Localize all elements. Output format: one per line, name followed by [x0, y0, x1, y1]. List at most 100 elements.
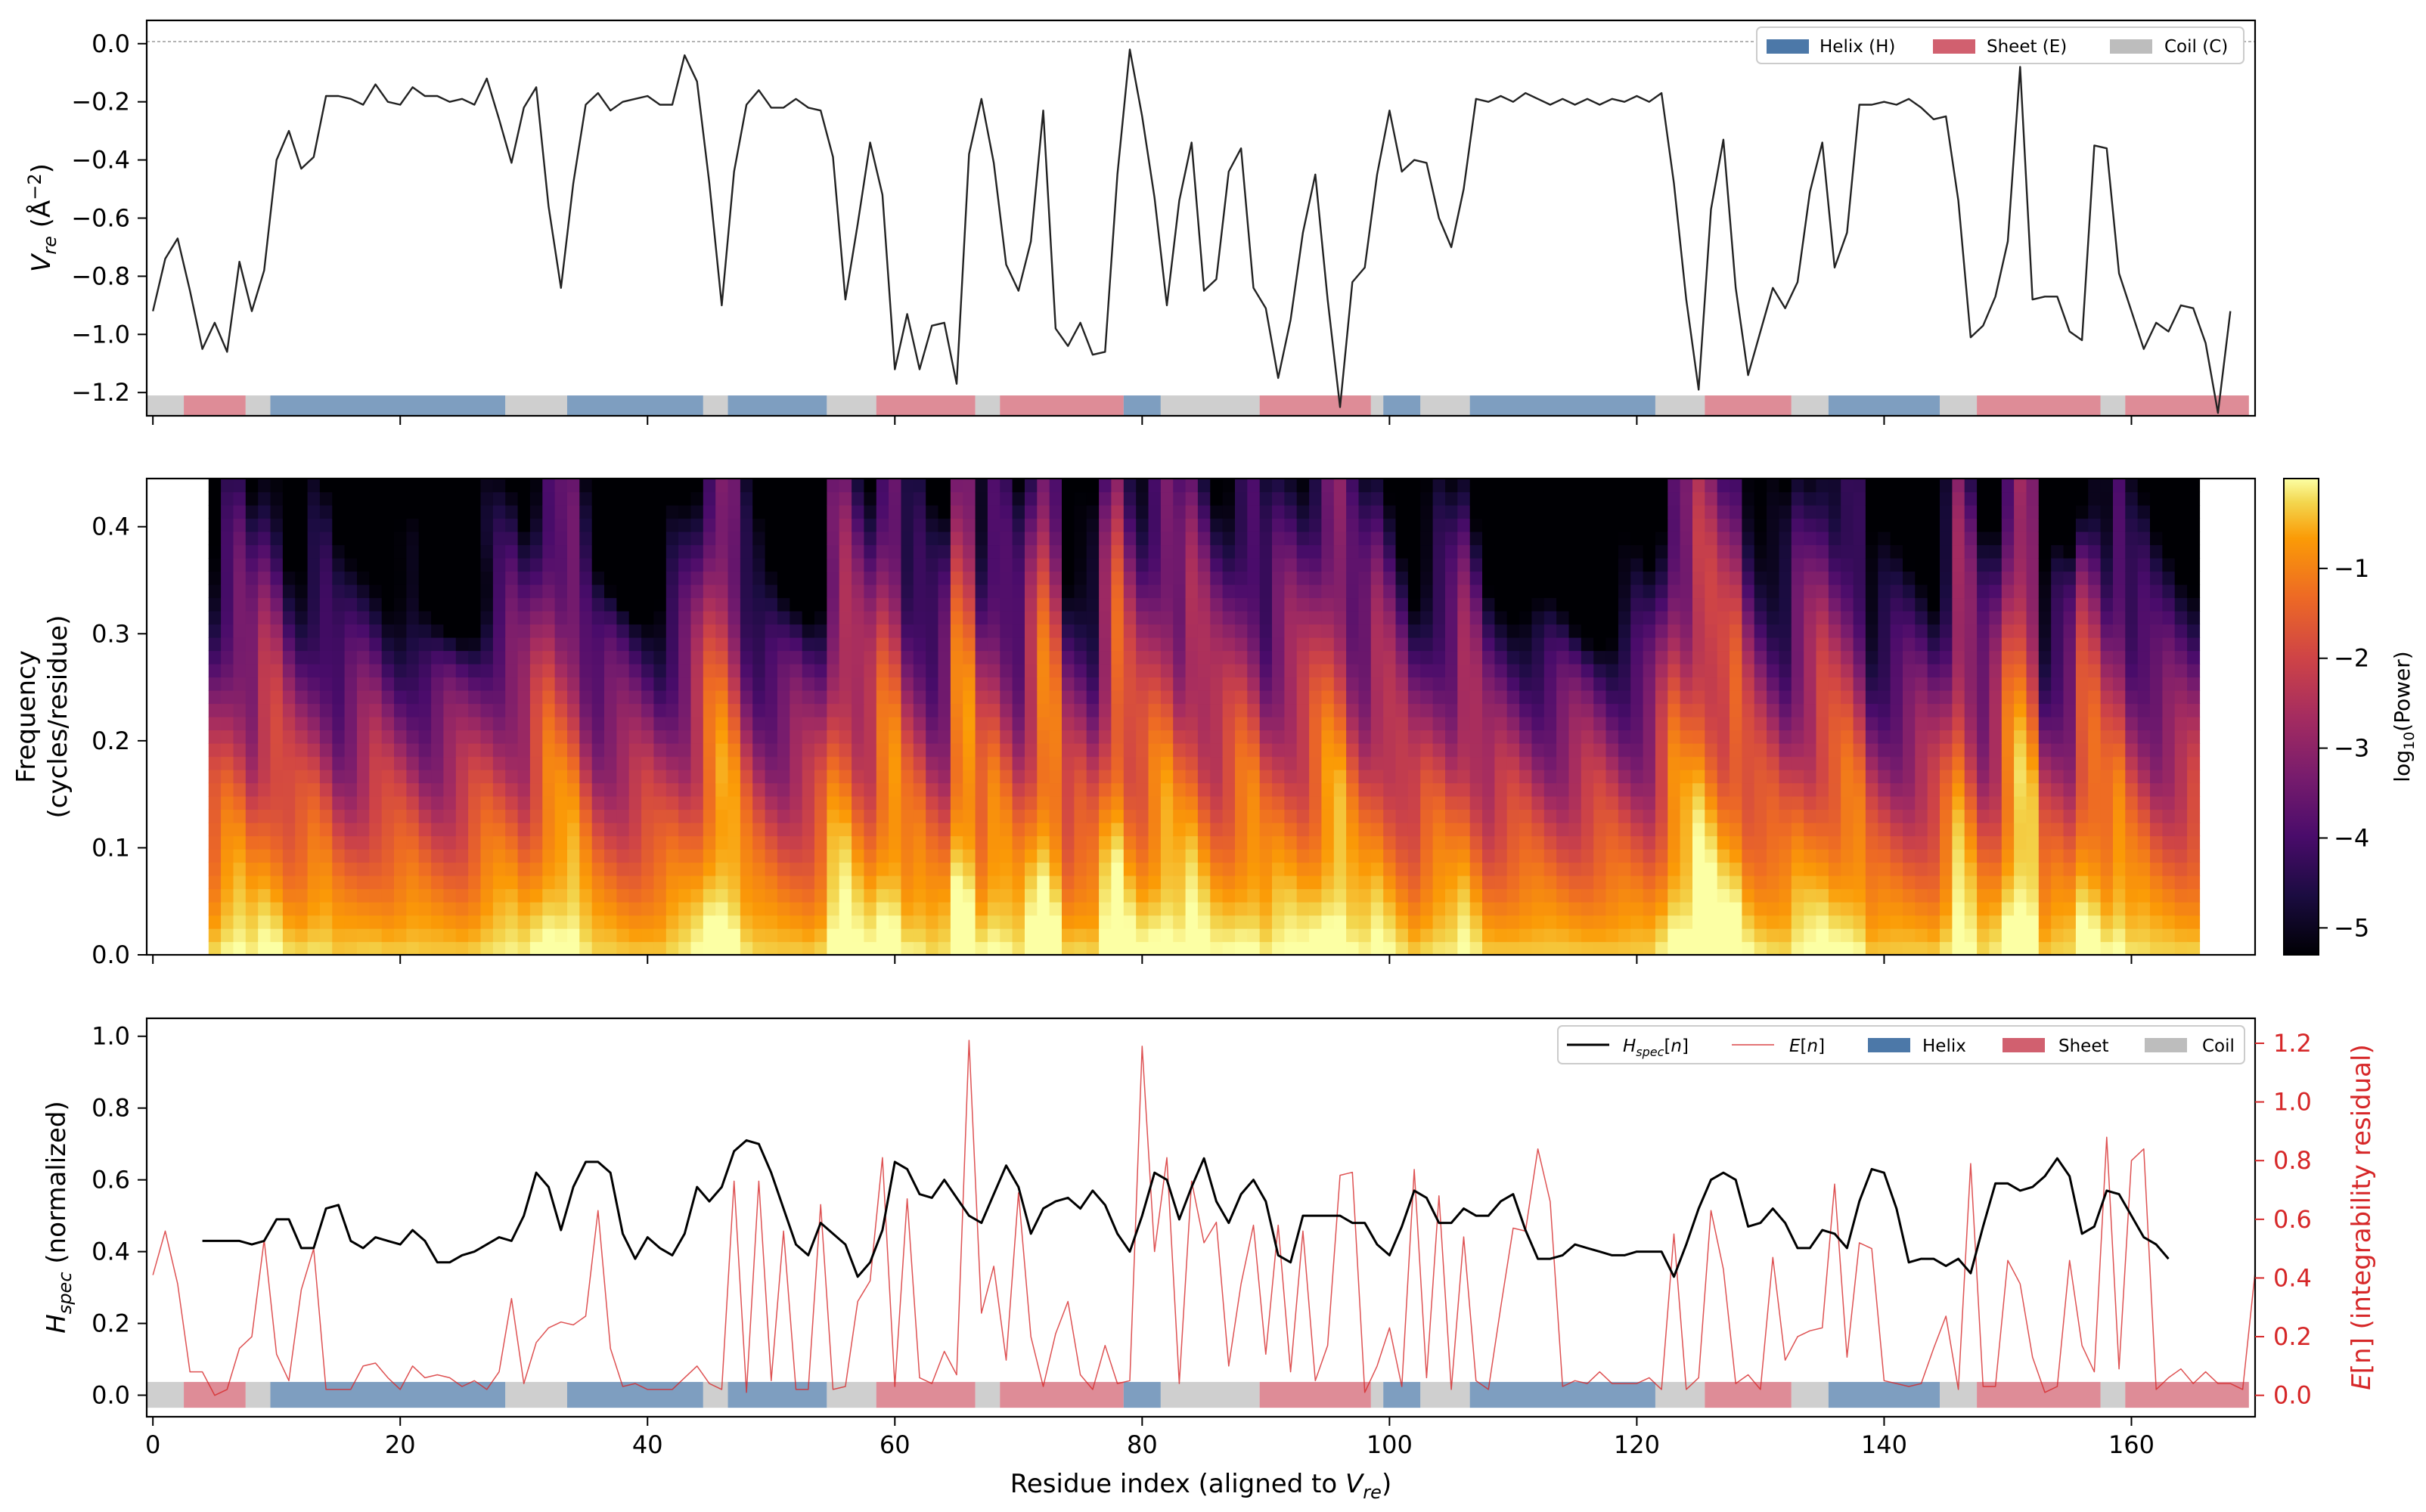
heat-cell	[295, 730, 309, 744]
heat-cell	[827, 650, 840, 665]
heat-cell	[777, 518, 790, 532]
heat-cell	[1506, 611, 1520, 625]
heat-cell	[1420, 584, 1434, 599]
heat-cell	[1123, 756, 1137, 770]
heat-cell	[1655, 902, 1668, 916]
heat-cell	[1185, 743, 1199, 758]
heat-cell	[233, 677, 247, 691]
heat-cell	[1853, 888, 1866, 903]
heat-cell	[443, 664, 457, 678]
heat-cell	[1890, 650, 1903, 665]
heat-cell	[1062, 823, 1075, 837]
heat-cell	[1185, 862, 1199, 876]
heat-cell	[406, 902, 420, 916]
heat-cell	[1148, 809, 1162, 823]
heat-cell	[1284, 743, 1298, 758]
heat-cell	[864, 875, 877, 890]
heat-cell	[987, 571, 1000, 585]
heat-cell	[1568, 849, 1582, 863]
heat-cell	[616, 796, 630, 810]
heat-cell	[665, 690, 679, 705]
heat-cell	[839, 518, 852, 532]
heat-cell	[975, 690, 988, 705]
heat-cell	[628, 915, 642, 929]
heat-cell	[1816, 835, 1829, 850]
heat-cell	[1791, 690, 1804, 705]
heat-cell	[1407, 902, 1421, 916]
heat-cell	[468, 558, 482, 572]
heat-cell	[1037, 835, 1050, 850]
heat-cell	[208, 690, 222, 705]
heat-cell	[1667, 479, 1681, 493]
heat-cell	[604, 862, 617, 876]
heat-cell	[1816, 809, 1829, 823]
heat-cell	[332, 479, 346, 493]
heat-cell	[357, 796, 370, 810]
heat-cell	[1173, 544, 1187, 559]
heat-cell	[1469, 835, 1483, 850]
heat-cell	[221, 703, 234, 717]
heat-cell	[480, 928, 494, 943]
heat-cell	[1754, 835, 1767, 850]
heat-cell	[1099, 597, 1112, 612]
heat-cell	[554, 491, 568, 506]
heat-cell	[752, 888, 766, 903]
heat-cell	[1692, 756, 1705, 770]
heat-cell	[765, 888, 778, 903]
heat-cell	[901, 717, 914, 731]
heat-cell	[690, 650, 704, 665]
heat-cell	[1717, 730, 1730, 744]
ytick-label: −0.8	[71, 262, 130, 290]
heat-cell	[740, 584, 753, 599]
heat-cell	[270, 584, 284, 599]
legend-label-helix: Helix (H)	[1820, 37, 1895, 57]
heat-cell	[901, 491, 914, 506]
heat-cell	[653, 650, 667, 665]
heat-cell	[1272, 558, 1285, 572]
heat-cell	[727, 730, 741, 744]
heat-cell	[369, 888, 383, 903]
heat-cell	[1296, 624, 1310, 638]
heat-cell	[221, 796, 234, 810]
heat-cell	[1000, 862, 1013, 876]
heat-cell	[665, 941, 679, 955]
heat-cell	[282, 637, 296, 652]
heat-cell	[492, 571, 506, 585]
heat-cell	[1717, 862, 1730, 876]
heat-cell	[344, 782, 358, 797]
heat-cell	[1160, 770, 1174, 784]
heat-cell	[1074, 717, 1087, 731]
heat-cell	[628, 809, 642, 823]
heat-cell	[839, 875, 852, 890]
heat-cell	[1853, 835, 1866, 850]
heat-cell	[678, 518, 692, 532]
heat-cell	[690, 888, 704, 903]
heat-cell	[1519, 941, 1533, 955]
heat-cell	[418, 941, 432, 955]
heat-cell	[529, 928, 543, 943]
heat-cell	[616, 703, 630, 717]
heat-cell	[913, 782, 926, 797]
heat-cell	[1136, 756, 1149, 770]
heat-cell	[715, 809, 729, 823]
heat-cell	[258, 770, 271, 784]
heat-cell	[1000, 782, 1013, 797]
heat-cell	[307, 677, 321, 691]
heat-cell	[245, 756, 259, 770]
heat-cell	[616, 875, 630, 890]
heat-cell	[554, 664, 568, 678]
heat-cell	[369, 835, 383, 850]
heat-cell	[1767, 915, 1780, 929]
heat-cell	[889, 597, 902, 612]
heat-cell	[913, 650, 926, 665]
heat-cell	[1235, 928, 1248, 943]
heat-cell	[579, 743, 593, 758]
heat-cell	[1816, 756, 1829, 770]
heat-cell	[579, 796, 593, 810]
heat-cell	[1173, 862, 1187, 876]
heat-cell	[852, 518, 865, 532]
heat-cell	[665, 531, 679, 546]
heat-cell	[913, 505, 926, 519]
heat-cell	[740, 770, 753, 784]
heat-cell	[1284, 597, 1298, 612]
